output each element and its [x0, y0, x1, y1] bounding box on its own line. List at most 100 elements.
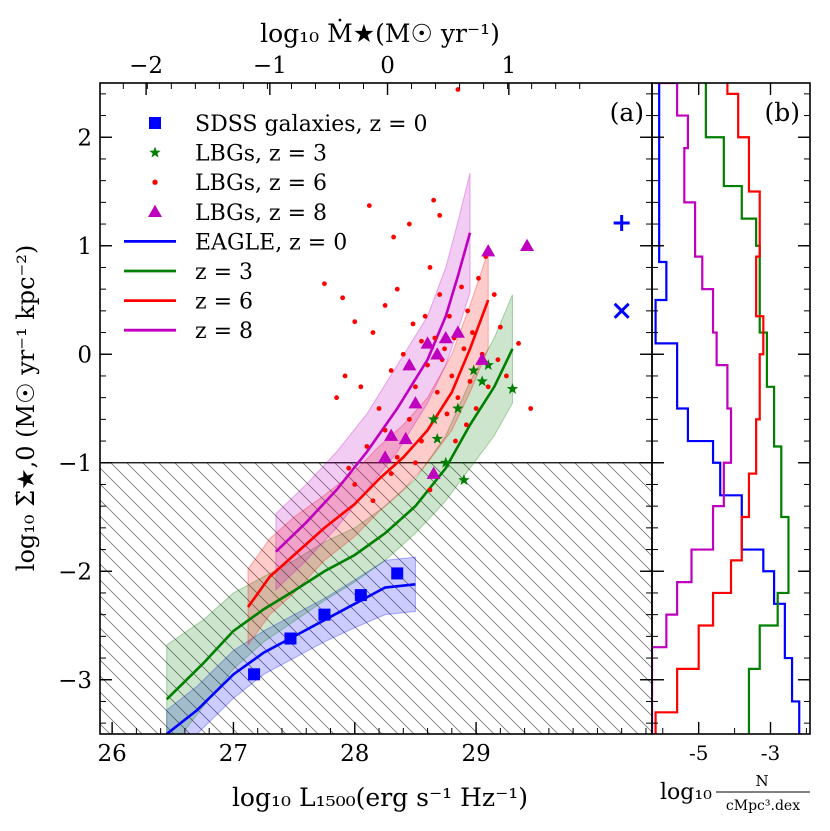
legend-marker-1: [149, 146, 161, 158]
step-z6: [654, 83, 765, 734]
obs-dot-43: [495, 357, 501, 363]
legend-label-7: z = 8: [195, 319, 253, 344]
x-tick-label: 26: [97, 741, 126, 767]
y-tick-label: −3: [58, 668, 92, 694]
obs-star-1: [431, 432, 443, 444]
obs-dot-16: [446, 313, 452, 319]
obs-square-2: [318, 608, 331, 621]
model-line-1: [165, 348, 514, 701]
obs-star-8: [427, 413, 440, 425]
obs-dot-8: [352, 319, 358, 325]
obs-dot-30: [400, 351, 406, 357]
obs-dot-44: [504, 373, 509, 379]
observation-points: [248, 87, 535, 681]
obs-triangle-2: [402, 358, 417, 371]
x-tick-label: 29: [461, 741, 490, 767]
legend-label-5: z = 3: [195, 260, 253, 285]
legend-label-0: SDSS galaxies, z = 0: [195, 112, 428, 137]
model-line-3: [275, 232, 472, 553]
model-band-3: [275, 172, 471, 591]
obs-star-6: [467, 364, 480, 376]
obs-dot-32: [425, 362, 430, 368]
obs-triangle-4: [438, 330, 453, 344]
top-x-tick-label: 0: [380, 53, 395, 79]
y-tick-label: −2: [58, 559, 92, 585]
obs-square-4: [391, 567, 404, 580]
obs-dot-33: [434, 389, 440, 395]
obs-dot-26: [528, 406, 534, 411]
step-z3: [704, 83, 790, 734]
obs-dot-6: [322, 281, 327, 287]
obs-dot-9: [370, 330, 376, 335]
panel-b: -5 -3 (b): [651, 82, 811, 765]
side-markers: [613, 214, 630, 319]
panel-a-label: (a): [610, 98, 644, 127]
obs-square-0: [248, 668, 261, 681]
model-bands: [166, 172, 513, 734]
legend-label-1: LBGs, z = 3: [195, 142, 327, 167]
top-x-tick-label: 1: [502, 53, 517, 79]
obs-dot-11: [394, 286, 400, 292]
model-lines: [165, 232, 514, 734]
obs-dot-21: [476, 275, 481, 281]
obs-star-5: [506, 382, 519, 394]
panel-b-label: (b): [764, 98, 800, 127]
obs-dot-48: [406, 416, 412, 422]
obs-dot-59: [432, 335, 438, 341]
hatched-region: [100, 462, 652, 734]
legend-label-2: LBGs, z = 6: [195, 171, 327, 196]
legend: SDSS galaxies, z = 0 LBGs, z = 3 LBGs, z =…: [124, 112, 428, 344]
obs-triangle-7: [408, 396, 423, 409]
obs-dot-57: [342, 373, 348, 379]
panel-b-axes: -5 -3 (b): [651, 82, 811, 765]
obs-dot-4: [406, 221, 412, 227]
obs-dot-18: [459, 284, 464, 290]
obs-dot-27: [358, 384, 364, 390]
obs-dot-2: [431, 197, 437, 203]
obs-dot-1: [366, 203, 372, 209]
panel-b-x-label-prefix: log₁₀: [660, 780, 712, 805]
obs-triangle-6: [475, 352, 490, 365]
model-band-0: [166, 556, 416, 734]
obs-dot-3: [391, 234, 396, 240]
obs-dot-5: [437, 212, 443, 218]
top-x-tick-label: −1: [253, 53, 287, 79]
b-x-tick-label: -5: [689, 741, 708, 765]
obs-dot-10: [382, 303, 388, 308]
obs-triangle-10: [426, 466, 441, 479]
x-axis-label: log₁₀ L₁₅₀₀(erg s⁻¹ Hz⁻¹): [232, 783, 528, 812]
obs-dot-31: [413, 384, 418, 390]
obs-dot-40: [473, 406, 479, 411]
step-z0: [654, 83, 801, 734]
side-x-b: [613, 302, 630, 319]
obs-star-3: [452, 402, 464, 414]
obs-dot-56: [334, 395, 339, 401]
obs-dot-37: [455, 395, 461, 401]
obs-star-0: [458, 474, 470, 485]
legend-marker-0: [149, 117, 161, 129]
obs-dot-60: [442, 346, 447, 352]
obs-star-2: [440, 456, 452, 468]
obs-dot-24: [497, 324, 503, 330]
obs-dot-46: [382, 427, 388, 433]
obs-dot-29: [388, 368, 394, 373]
obs-dot-58: [422, 313, 428, 319]
x-tick-label: 27: [219, 741, 248, 767]
model-band-1: [166, 294, 513, 734]
y-axis-label: log₁₀ Σ̇★,0 (M☉ yr⁻¹ kpc⁻²): [12, 245, 40, 571]
obs-dot-39: [467, 378, 473, 384]
panel-b-x-label-denominator: cMpc³.dex: [726, 798, 800, 814]
obs-dot-14: [427, 265, 433, 270]
obs-triangle-11: [378, 450, 393, 463]
obs-star-7: [476, 375, 488, 387]
legend-label-4: EAGLE, z = 0: [195, 230, 347, 255]
obs-dot-47: [394, 454, 400, 460]
obs-dot-20: [470, 330, 475, 335]
y-tick-label: −1: [58, 451, 92, 477]
obs-dot-13: [419, 338, 424, 344]
obs-triangle-0: [481, 244, 496, 257]
obs-triangle-12: [430, 347, 445, 360]
b-x-tick-label: -3: [761, 741, 780, 765]
step-z8: [652, 83, 733, 734]
